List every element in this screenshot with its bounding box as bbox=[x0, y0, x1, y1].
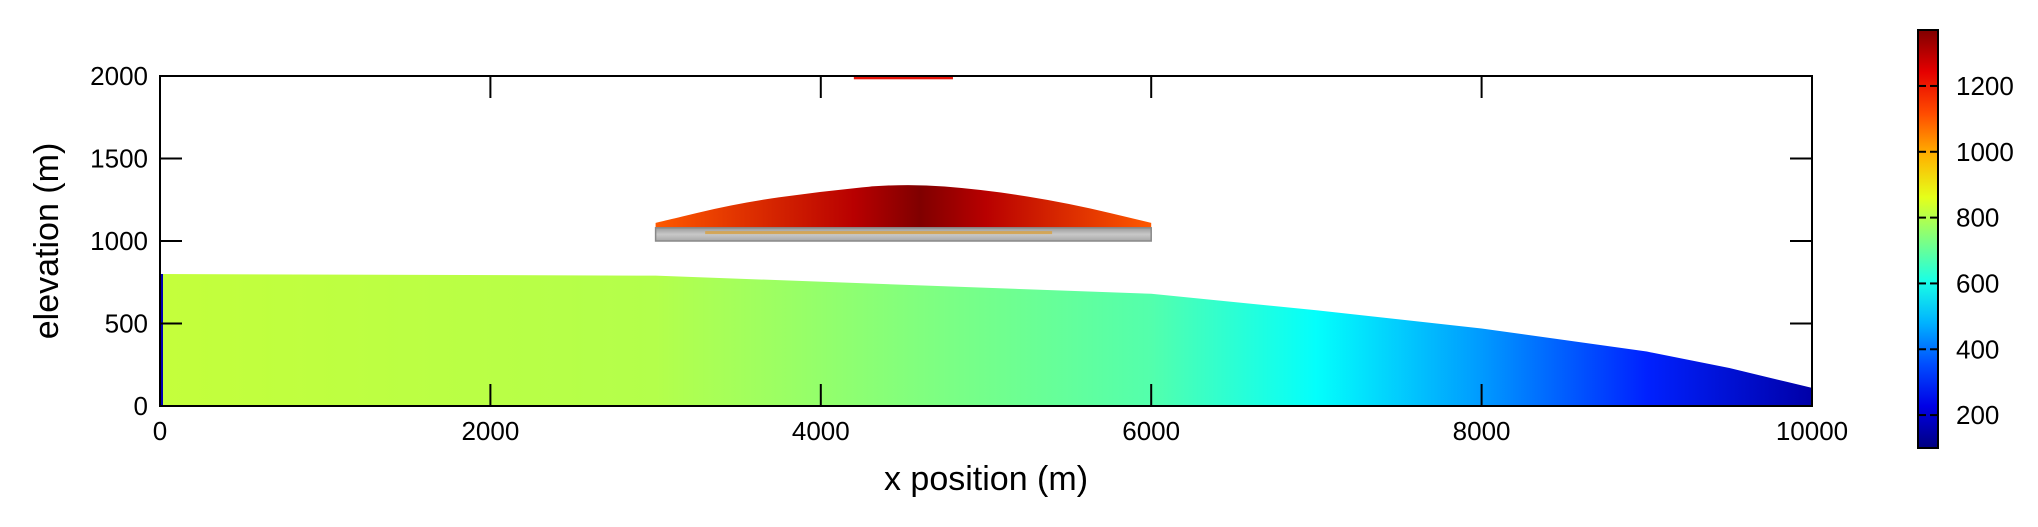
lower-body-region bbox=[160, 274, 1812, 406]
x-tick-label: 4000 bbox=[792, 416, 850, 446]
y-axis: 0 500 1000 1500 2000 bbox=[90, 61, 1812, 421]
field-layer bbox=[160, 76, 1812, 406]
colorbar-tick-label: 800 bbox=[1956, 203, 1999, 233]
y-tick-label: 0 bbox=[134, 391, 148, 421]
y-tick-label: 1000 bbox=[90, 226, 148, 256]
upper-lens-region bbox=[655, 185, 1152, 228]
slab-region bbox=[654, 227, 1152, 242]
y-tick-label: 1500 bbox=[90, 144, 148, 174]
top-strip-region bbox=[853, 76, 953, 80]
left-edge-strip bbox=[160, 274, 163, 406]
x-tick-label: 8000 bbox=[1453, 416, 1511, 446]
plot-area: 0 2000 4000 6000 8000 10000 0500100015002000 … bbox=[28, 61, 1848, 498]
slab-inner-line bbox=[705, 231, 1053, 235]
colorbar-tick-label: 600 bbox=[1956, 268, 1999, 298]
x-tick-label: 6000 bbox=[1122, 416, 1180, 446]
x-axis-title: x position (m) bbox=[884, 460, 1088, 498]
colorbar-tick-label: 1200 bbox=[1956, 71, 2014, 101]
colorbar-tick-label: 1000 bbox=[1956, 137, 2014, 167]
colorbar: 200 400 600 800 1000 1200 bbox=[1917, 29, 2014, 449]
x-tick-label: 10000 bbox=[1776, 416, 1848, 446]
x-axis: 0 2000 4000 6000 8000 10000 bbox=[153, 76, 1848, 446]
colorbar-tick-label: 200 bbox=[1956, 400, 1999, 430]
colorbar-ticks: 200 400 600 800 1000 1200 bbox=[1918, 71, 2014, 430]
y-axis-title: elevation (m) bbox=[28, 143, 66, 340]
x-tick-label: 2000 bbox=[461, 416, 519, 446]
y-tick-label: 500 bbox=[105, 309, 148, 339]
y-tick-label: 2000 bbox=[90, 61, 148, 91]
colorbar-bar bbox=[1917, 29, 1939, 449]
colorbar-tick-label: 400 bbox=[1956, 334, 1999, 364]
x-tick-label: 0 bbox=[153, 416, 167, 446]
